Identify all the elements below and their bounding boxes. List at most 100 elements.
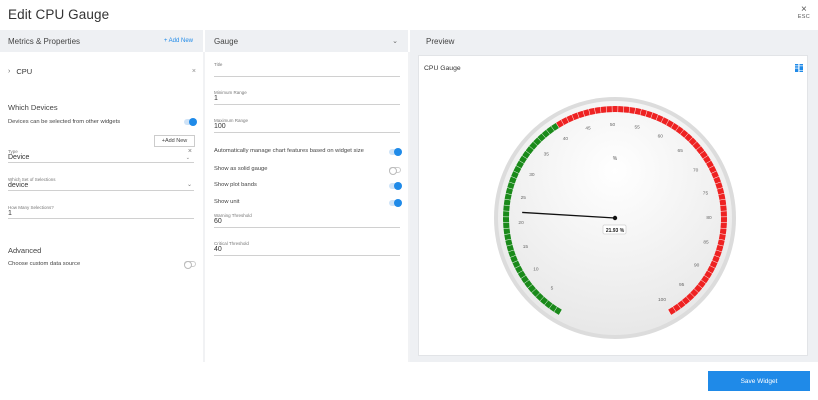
devices-selectable-toggle[interactable] [184, 118, 197, 126]
chevron-down-icon[interactable]: ⌄ [186, 182, 192, 188]
gauge-tick [672, 306, 677, 313]
preview-heading: Preview [426, 36, 455, 46]
gauge-tick-label: 35 [544, 152, 550, 158]
save-widget-button[interactable]: Save Widget [708, 371, 810, 391]
gauge-tick [719, 227, 728, 229]
gauge-tick [541, 132, 547, 139]
gauge-value-box [602, 224, 627, 235]
selection-set-value: device [8, 182, 29, 189]
gauge-header[interactable]: Gauge ⌄ [205, 30, 408, 52]
max-range-value: 100 [214, 123, 226, 130]
gauge-tick [515, 165, 522, 169]
add-new-button[interactable]: +Add New [154, 135, 195, 147]
gauge-tick [718, 198, 726, 201]
gauge-tick [650, 111, 654, 119]
gauge-settings-panel: Title Minimum Range 1 Maximum Range 100 … [205, 52, 408, 362]
minimum-range-field[interactable]: Minimum Range 1 [214, 90, 400, 105]
gauge-tick-label: 80 [706, 215, 712, 221]
gauge-tick [708, 165, 715, 169]
gauge-tick-label: 15 [523, 244, 529, 250]
preview-header: Preview [410, 30, 818, 52]
gauge-tick [716, 187, 724, 190]
gauge-tick-label: 30 [529, 172, 535, 178]
solid-gauge-toggle[interactable] [389, 167, 401, 175]
close-button[interactable]: × ESC [798, 5, 810, 21]
title-value [214, 67, 400, 76]
gauge-tick [520, 274, 527, 280]
chevron-down-icon[interactable]: ⌄ [392, 38, 398, 45]
how-many-label: How Many Selections? [8, 205, 54, 210]
gauge-tick [655, 114, 659, 121]
gauge-tick [693, 288, 700, 294]
add-new-metric-link[interactable]: + Add New [163, 38, 193, 44]
gauge-tick [689, 292, 695, 298]
which-devices-title: Which Devices [8, 103, 58, 112]
title-field[interactable]: Title [214, 62, 400, 77]
how-many-selections-field[interactable]: How Many Selections? 1 [8, 205, 194, 219]
gauge-pivot [612, 215, 618, 221]
gauge-tick [639, 108, 642, 116]
gauge-tick [667, 309, 672, 316]
gauge-tick-label: 20 [518, 220, 524, 226]
warning-threshold-field[interactable]: Warning Threshold 60 [214, 213, 400, 228]
auto-manage-label: Automatically manage chart features base… [214, 148, 364, 154]
grid-view-icon[interactable] [795, 64, 803, 72]
close-icon[interactable]: × [800, 4, 807, 15]
warning-value: 60 [214, 218, 222, 225]
chevron-right-icon[interactable]: › [8, 68, 11, 75]
gauge-tick-label: 85 [703, 239, 709, 245]
gauge-tick [709, 265, 716, 269]
gauge-tick [588, 108, 591, 116]
gauge-tick [528, 145, 535, 151]
gauge-tick [683, 132, 689, 139]
esc-hint: ESC [797, 14, 810, 20]
gauge-tick [679, 129, 685, 135]
gauge-tick [605, 105, 607, 113]
gauge-tick [545, 129, 551, 135]
min-range-value: 1 [214, 95, 218, 102]
gauge-tick [711, 260, 719, 264]
remove-type-icon[interactable]: × [187, 148, 192, 155]
gauge-tick [535, 292, 541, 298]
gauge-tick [675, 125, 680, 132]
gauge-tick-label: 95 [679, 282, 685, 288]
critical-value: 40 [214, 246, 222, 253]
plot-bands-toggle[interactable] [389, 182, 402, 190]
gauge-tick [506, 187, 514, 190]
critical-threshold-field[interactable]: Critical Threshold 40 [214, 241, 400, 256]
type-field[interactable]: Type Device ⌄ × [8, 148, 194, 163]
chevron-down-icon[interactable]: ⌄ [185, 155, 190, 161]
page-title: Edit CPU Gauge [8, 7, 110, 22]
gauge-tick [530, 288, 537, 294]
show-unit-label: Show unit [214, 199, 240, 205]
gauge-tick [502, 227, 511, 229]
gauge-tick [676, 303, 682, 310]
remove-metric-icon[interactable]: × [191, 68, 196, 75]
gauge-unit-label: % [613, 156, 618, 162]
custom-source-toggle[interactable] [184, 261, 196, 269]
gauge-tick [710, 170, 718, 174]
selection-set-select[interactable]: Which Set of Selections device ⌄ [8, 177, 194, 191]
solid-gauge-label: Show as solid gauge [214, 166, 268, 172]
metric-item-cpu[interactable]: › CPU × [8, 67, 196, 76]
gauge-tick [714, 181, 722, 185]
gauge-tick-label: 60 [658, 133, 664, 139]
gauge-tick [718, 238, 726, 241]
gauge-tick [536, 136, 542, 143]
gauge-tick [505, 192, 513, 196]
gauge-tick-label: 65 [678, 148, 684, 154]
show-unit-toggle[interactable] [389, 199, 402, 207]
gauge-tick [695, 145, 702, 151]
title-label: Title [214, 62, 223, 67]
auto-manage-toggle[interactable] [389, 148, 402, 156]
maximum-range-field[interactable]: Maximum Range 100 [214, 118, 400, 133]
metrics-panel: › CPU × Which Devices Devices can be sel… [0, 52, 203, 362]
gauge-tick [670, 122, 675, 129]
gauge-tick [713, 254, 721, 258]
gauge-tick [506, 244, 513, 247]
preview-panel: CPU Gauge 5 10 15 20 25 30 35 40 45 50 55 60 65 70 75 8… [410, 52, 818, 362]
metrics-heading: Metrics & Properties [8, 36, 81, 46]
selection-set-label: Which Set of Selections [8, 177, 56, 182]
gauge-tick [685, 296, 691, 302]
plot-bands-label: Show plot bands [214, 182, 257, 188]
